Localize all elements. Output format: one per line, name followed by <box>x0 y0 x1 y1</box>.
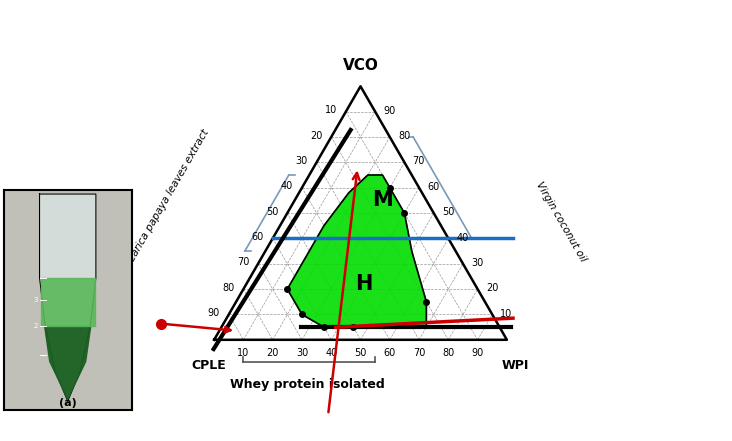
Text: Whey protein isolated: Whey protein isolated <box>231 378 385 391</box>
Text: Carica papaya leaves extract: Carica papaya leaves extract <box>127 127 211 264</box>
Polygon shape <box>41 278 94 326</box>
Text: 50: 50 <box>442 207 455 217</box>
Text: 40: 40 <box>325 348 337 358</box>
Text: (a): (a) <box>59 398 77 408</box>
Polygon shape <box>45 326 91 399</box>
Text: 50: 50 <box>354 348 367 358</box>
Text: 60: 60 <box>427 182 439 192</box>
Text: 90: 90 <box>208 308 220 318</box>
Text: 20: 20 <box>266 348 279 358</box>
Text: 10: 10 <box>501 309 512 318</box>
Text: 2: 2 <box>34 323 38 329</box>
Text: 40: 40 <box>281 181 294 191</box>
Text: M: M <box>372 191 393 210</box>
Text: 3: 3 <box>34 297 38 303</box>
Text: CPLE: CPLE <box>191 359 225 372</box>
Text: 20: 20 <box>310 131 323 141</box>
Polygon shape <box>40 194 96 401</box>
Polygon shape <box>4 190 132 410</box>
Text: 50: 50 <box>266 206 279 217</box>
Text: 80: 80 <box>442 348 455 358</box>
Text: WPI: WPI <box>502 359 529 372</box>
Text: 10: 10 <box>325 105 337 115</box>
Polygon shape <box>288 175 426 327</box>
Text: 70: 70 <box>237 257 250 267</box>
Text: 30: 30 <box>296 156 308 166</box>
Text: H: H <box>355 274 372 294</box>
Text: 30: 30 <box>471 258 483 268</box>
Text: 60: 60 <box>252 232 264 242</box>
Text: 90: 90 <box>384 106 395 116</box>
Text: 40: 40 <box>457 232 468 243</box>
Text: 70: 70 <box>413 348 425 358</box>
Text: VCO: VCO <box>343 58 378 73</box>
Text: 60: 60 <box>384 348 396 358</box>
Text: 20: 20 <box>486 283 498 293</box>
Text: 10: 10 <box>237 348 250 358</box>
Text: 30: 30 <box>296 348 308 358</box>
Text: 80: 80 <box>398 131 410 141</box>
Text: 90: 90 <box>471 348 484 358</box>
Text: Virgin coconut oil: Virgin coconut oil <box>534 180 588 264</box>
Text: 70: 70 <box>413 157 425 166</box>
Text: 80: 80 <box>223 283 235 293</box>
